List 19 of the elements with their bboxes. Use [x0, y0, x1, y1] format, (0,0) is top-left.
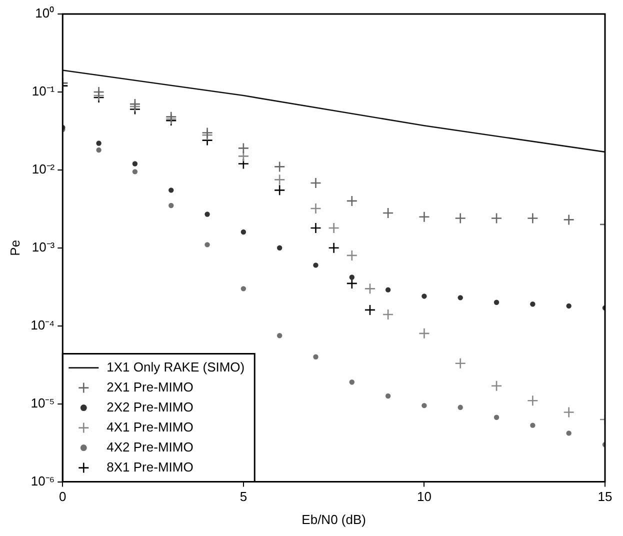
legend-label: 2X1 Pre-MIMO	[106, 379, 194, 394]
y-tick-label: 10⁻⁴	[30, 317, 55, 332]
y-tick-label: 10⁰	[35, 6, 55, 21]
legend-label: 4X2 Pre-MIMO	[106, 439, 194, 454]
x-tick-label: 0	[59, 489, 66, 504]
x-tick-label: 15	[598, 489, 612, 504]
y-axis-title: Pe	[7, 240, 22, 256]
x-axis-title: Eb/N0 (dB)	[302, 512, 366, 527]
x-tick-label: 10	[416, 489, 432, 504]
legend-label: 8X1 Pre-MIMO	[106, 459, 194, 474]
x-tick-label: 5	[240, 489, 248, 504]
y-tick-label: 10⁻³	[32, 239, 56, 254]
legend-label: 1X1 Only RAKE (SIMO)	[106, 359, 245, 374]
legend-label: 2X2 Pre-MIMO	[106, 399, 194, 414]
y-tick-label: 10⁻⁵	[30, 395, 55, 410]
y-tick-label: 10⁻⁶	[30, 473, 55, 488]
legend-label: 4X1 Pre-MIMO	[106, 419, 194, 434]
y-tick-label: 10⁻¹	[32, 84, 56, 99]
y-tick-label: 10⁻²	[32, 162, 56, 177]
